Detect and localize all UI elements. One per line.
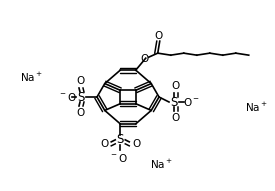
Text: S: S: [117, 133, 124, 146]
Text: S: S: [170, 96, 178, 108]
Text: O: O: [76, 108, 84, 118]
Text: O: O: [76, 76, 84, 86]
Text: Na$^+$: Na$^+$: [245, 100, 268, 114]
Text: Na$^+$: Na$^+$: [150, 158, 173, 171]
Text: O$^-$: O$^-$: [183, 96, 199, 108]
Text: $^-$O: $^-$O: [109, 152, 128, 164]
Text: O: O: [171, 81, 179, 91]
Text: O: O: [171, 113, 179, 123]
Text: O: O: [132, 139, 140, 149]
Text: Na$^+$: Na$^+$: [20, 70, 43, 83]
Text: O: O: [154, 31, 162, 41]
Text: O: O: [141, 54, 149, 64]
Text: O: O: [100, 139, 108, 149]
Text: $^-$O: $^-$O: [57, 91, 76, 103]
Text: S: S: [77, 91, 85, 104]
